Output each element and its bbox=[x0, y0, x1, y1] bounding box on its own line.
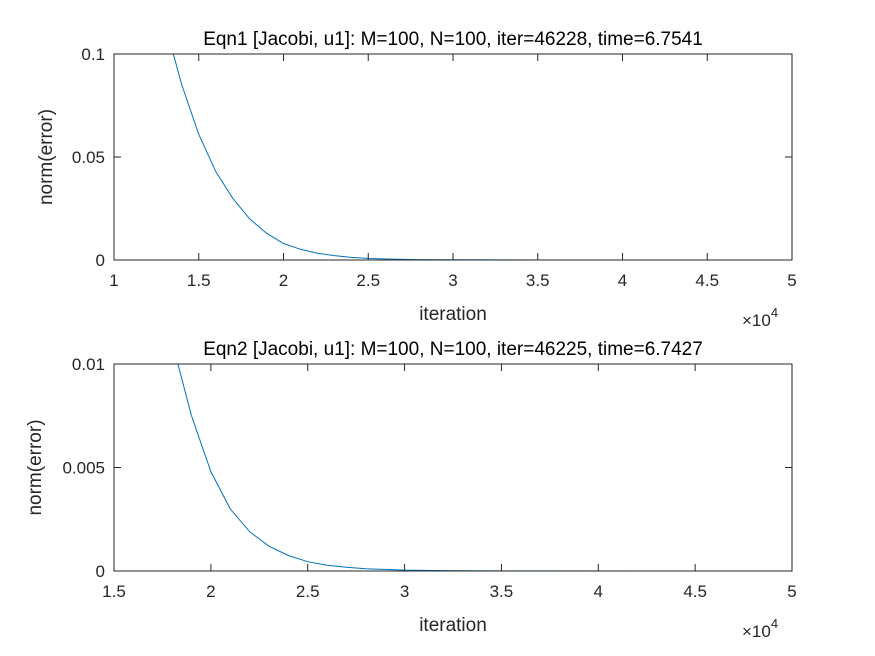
x-axis: 1.5 2 2.5 3 3.5 4 4.5 5 bbox=[102, 364, 797, 601]
x-tick-label: 3 bbox=[448, 271, 457, 290]
x-tick-label: 2 bbox=[206, 582, 215, 601]
x-tick-label: 4.5 bbox=[683, 582, 707, 601]
chart-title: Eqn1 [Jacobi, u1]: M=100, N=100, iter=46… bbox=[203, 29, 703, 50]
x-tick-label: 2.5 bbox=[356, 271, 380, 290]
y-axis-label: norm(error) bbox=[36, 109, 57, 205]
x-axis: 1 1.5 2 2.5 3 3.5 4 4.5 5 bbox=[109, 54, 797, 290]
x-tick-label: 4 bbox=[618, 271, 627, 290]
y-tick-label: 0.05 bbox=[72, 148, 105, 167]
x-tick-label: 3.5 bbox=[490, 582, 514, 601]
chart-title: Eqn2 [Jacobi, u1]: M=100, N=100, iter=46… bbox=[203, 339, 703, 360]
y-tick-label: 0 bbox=[96, 251, 105, 270]
y-tick-label: 0 bbox=[96, 562, 105, 581]
x-tick-label: 4 bbox=[594, 582, 603, 601]
x-tick-label: 4.5 bbox=[695, 271, 719, 290]
plot-eqn2: Eqn2 [Jacobi, u1]: M=100, N=100, iter=46… bbox=[25, 339, 797, 641]
x-tick-label: 1 bbox=[109, 271, 118, 290]
y-axis: 0 0.05 0.1 bbox=[72, 45, 792, 270]
x-tick-label: 2 bbox=[279, 271, 288, 290]
x-exponent-label: ×104 bbox=[742, 616, 778, 641]
x-exponent-label: ×104 bbox=[742, 305, 778, 330]
x-tick-label: 5 bbox=[787, 271, 796, 290]
x-axis-label: iteration bbox=[419, 304, 487, 325]
x-tick-label: 1.5 bbox=[187, 271, 211, 290]
x-axis-label: iteration bbox=[419, 615, 487, 636]
x-tick-label: 3.5 bbox=[526, 271, 550, 290]
y-tick-label: 0.1 bbox=[81, 45, 105, 64]
x-tick-label: 3 bbox=[400, 582, 409, 601]
x-tick-label: 5 bbox=[787, 582, 796, 601]
x-tick-label: 2.5 bbox=[296, 582, 320, 601]
x-tick-label: 1.5 bbox=[102, 582, 126, 601]
plot-eqn1: Eqn1 [Jacobi, u1]: M=100, N=100, iter=46… bbox=[36, 29, 797, 330]
y-axis: 0 0.005 0.01 bbox=[62, 355, 792, 581]
y-axis-label: norm(error) bbox=[25, 419, 46, 515]
y-tick-label: 0.005 bbox=[62, 459, 105, 478]
y-tick-label: 0.01 bbox=[72, 355, 105, 374]
